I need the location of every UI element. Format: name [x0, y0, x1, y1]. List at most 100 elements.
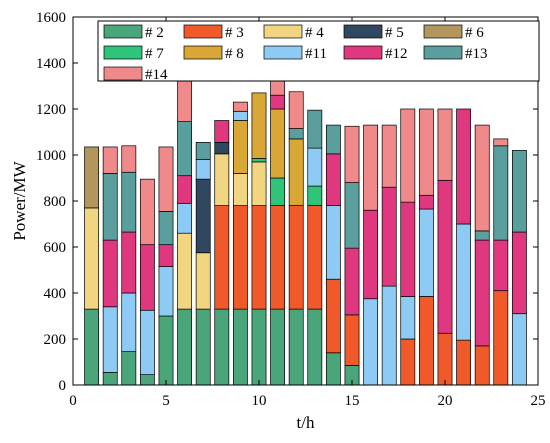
bar-segment-t6-s8	[177, 175, 193, 204]
legend-swatch-7	[263, 45, 303, 60]
bar-segment-t15-s8	[344, 247, 360, 316]
bar-segment-t15-s1	[344, 314, 360, 366]
bar-segment-t8-s0	[214, 308, 230, 386]
bar-segment-t2-s8	[102, 239, 118, 308]
bar-segment-t12-s1	[288, 205, 304, 310]
bar-segment-t6-s10	[177, 79, 193, 123]
bar-segment-t12-s6	[288, 138, 304, 206]
legend-label-8: #12	[385, 46, 408, 62]
bar-segment-t24-s8	[511, 231, 527, 315]
bar-segment-t1-s4	[84, 146, 100, 209]
bar-segment-t5-s10	[158, 146, 174, 212]
bar-segment-t17-s8	[381, 186, 397, 287]
x-axis-label: t/h	[297, 413, 315, 432]
bar-segment-t9-s6	[232, 120, 248, 174]
bar-segment-t23-s8	[493, 239, 509, 292]
bar-segment-t8-s3	[214, 142, 230, 155]
bar-segment-t12-s0	[288, 308, 304, 386]
bar-segment-t14-s7	[325, 205, 341, 280]
bar-segment-t23-s1	[493, 290, 509, 386]
bar-segment-t18-s1	[400, 338, 416, 386]
bar-segment-t8-s2	[214, 153, 230, 206]
bar-segment-t6-s7	[177, 202, 193, 234]
x-tick-label: 5	[162, 393, 170, 409]
bar-segment-t7-s0	[195, 308, 211, 386]
bar-segment-t10-s5	[251, 158, 267, 163]
bar-segment-t8-s8	[214, 120, 230, 143]
bar-segment-t2-s10	[102, 146, 118, 174]
bar-segment-t6-s9	[177, 121, 193, 177]
legend-swatch-2	[263, 24, 303, 39]
bar-segment-t22-s9	[474, 230, 490, 241]
bar-segment-t24-s7	[511, 313, 527, 386]
bar-segment-t3-s9	[121, 171, 137, 233]
bar-segment-t10-s0	[251, 308, 267, 386]
legend-swatch-1	[183, 24, 223, 39]
legend-label-7: #11	[305, 46, 327, 62]
legend-label-9: #13	[465, 46, 488, 62]
bar-segment-t9-s7	[232, 110, 248, 121]
bar-segment-t18-s8	[400, 201, 416, 297]
bar-segment-t16-s10	[363, 124, 379, 211]
y-tick-label: 1400	[36, 56, 66, 72]
bar-segment-t21-s1	[456, 339, 472, 386]
legend-label-5: # 7	[145, 46, 164, 62]
bar-segment-t5-s8	[158, 244, 174, 267]
legend-swatch-5	[103, 45, 143, 60]
legend-swatch-6	[183, 45, 223, 60]
y-axis-label: Power/MW	[10, 160, 29, 240]
bar-segment-t11-s8	[270, 94, 286, 110]
bar-segment-t11-s1	[270, 205, 286, 310]
bar-segment-t10-s6	[251, 92, 267, 159]
bar-segment-t22-s10	[474, 124, 490, 232]
bar-segment-t4-s7	[139, 309, 155, 376]
x-tick-label: 10	[252, 393, 267, 409]
legend-box	[97, 20, 540, 82]
bar-segment-t19-s10	[418, 108, 434, 196]
bar-segment-t11-s0	[270, 308, 286, 386]
bar-segment-t3-s7	[121, 292, 137, 353]
bar-segment-t9-s1	[232, 205, 248, 310]
bar-segment-t9-s0	[232, 308, 248, 386]
bar-segment-t22-s8	[474, 239, 490, 347]
bar-segment-t7-s3	[195, 178, 211, 254]
legend-label-1: # 3	[225, 25, 244, 41]
bar-segment-t14-s1	[325, 278, 341, 354]
bar-segment-t4-s8	[139, 244, 155, 311]
bar-segment-t12-s9	[288, 128, 304, 140]
bar-segment-t8-s1	[214, 205, 230, 310]
x-tick-label: 0	[69, 393, 77, 409]
x-tick-label: 15	[345, 393, 360, 409]
bar-segment-t13-s0	[307, 308, 323, 386]
bar-segment-t7-s7	[195, 159, 211, 180]
legend-swatch-10	[103, 66, 143, 81]
bar-segment-t20-s8	[437, 179, 453, 334]
bar-segment-t2-s9	[102, 173, 118, 241]
bar-segment-t15-s9	[344, 182, 360, 249]
bar-segment-t21-s7	[456, 223, 472, 341]
bar-segment-t14-s8	[325, 153, 341, 206]
y-tick-label: 1200	[36, 102, 66, 118]
bar-segment-t18-s7	[400, 296, 416, 340]
bar-segment-t3-s0	[121, 351, 137, 386]
bar-segment-t13-s7	[307, 147, 323, 187]
bar-segment-t5-s7	[158, 266, 174, 317]
legend: # 2 # 3 # 4 # 5 # 6 # 7 # 8 #11 #12 #13 #14	[97, 20, 540, 83]
bar-segment-t16-s8	[363, 209, 379, 300]
bar-segment-t1-s2	[84, 207, 100, 310]
legend-swatch-3	[343, 24, 383, 39]
bar-segment-t18-s10	[400, 108, 416, 203]
bar-segment-t3-s10	[121, 145, 137, 173]
bar-segment-t23-s10	[493, 138, 509, 147]
bar-segment-t24-s9	[511, 150, 527, 233]
bar-segment-t17-s7	[381, 285, 397, 386]
legend-label-10: #14	[145, 67, 168, 83]
bar-segment-t15-s10	[344, 125, 360, 183]
bar-segment-t20-s10	[437, 108, 453, 181]
bar-segment-t14-s0	[325, 352, 341, 386]
bar-segment-t17-s10	[381, 124, 397, 188]
legend-swatch-9	[423, 45, 463, 60]
bar-segment-t5-s9	[158, 211, 174, 246]
bar-segment-t11-s5	[270, 177, 286, 206]
